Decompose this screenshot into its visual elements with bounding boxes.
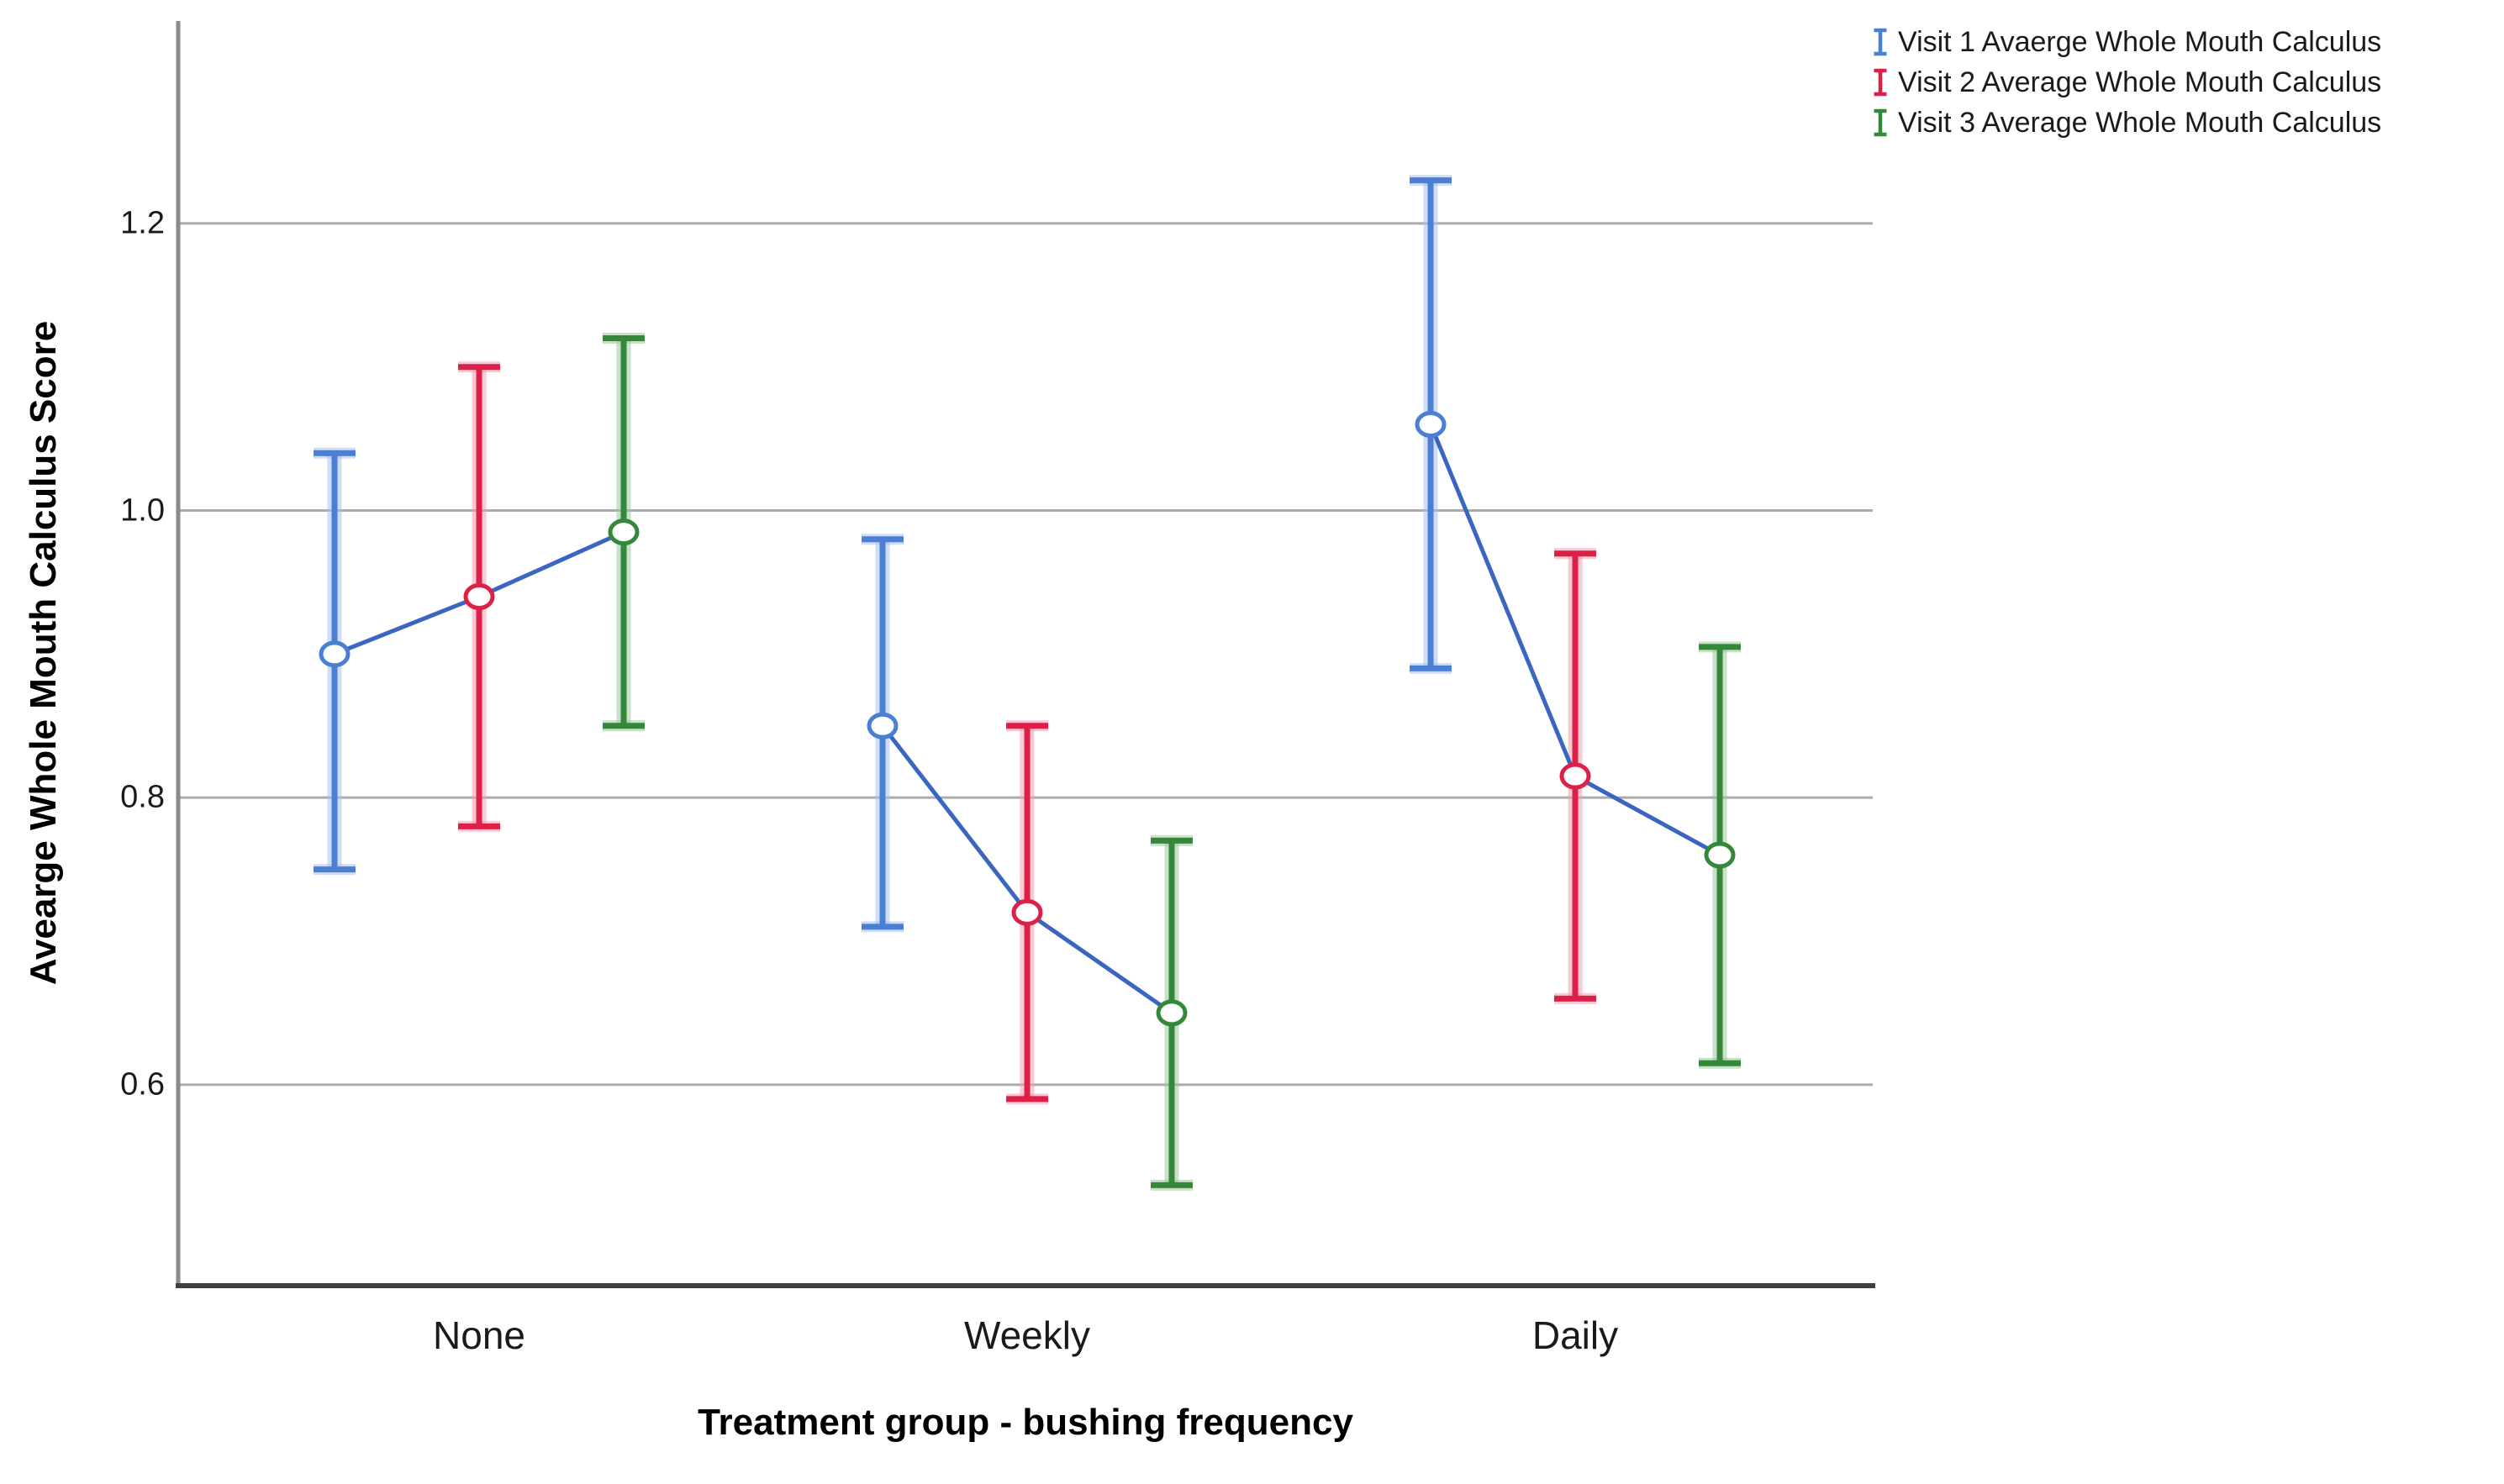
- x-category-label-daily: Daily: [1531, 1313, 1619, 1357]
- y-tick-label-0.6: 0.6: [120, 1066, 165, 1102]
- mean-marker-1-none: [319, 640, 351, 668]
- mean-marker-3-none: [608, 518, 640, 546]
- mean-marker-3-daily: [1704, 841, 1736, 869]
- legend-label: Visit 2 Average Whole Mouth Calculus: [1898, 66, 2382, 98]
- mean-marker-3-weekly: [1156, 999, 1188, 1027]
- legend-item-visit-2: Visit 2 Average Whole Mouth Calculus: [1871, 62, 2381, 103]
- y-tick-label-1.0: 1.0: [120, 492, 165, 529]
- legend-item-visit-1: Visit 1 Avaerge Whole Mouth Calculus: [1871, 22, 2381, 62]
- mean-marker-1-daily: [1415, 411, 1447, 439]
- errorbar-icon: [1874, 28, 1887, 56]
- mean-marker-2-daily: [1559, 762, 1591, 790]
- errorbar-icon: [1874, 108, 1887, 137]
- x-category-label-weekly: Weekly: [964, 1313, 1090, 1357]
- legend-label: Visit 1 Avaerge Whole Mouth Calculus: [1898, 25, 2382, 58]
- y-tick-label-1.2: 1.2: [120, 205, 165, 241]
- legend-item-visit-3: Visit 3 Average Whole Mouth Calculus: [1871, 103, 2381, 143]
- errorbar-icon: [1874, 68, 1887, 97]
- mean-marker-1-weekly: [867, 712, 899, 739]
- mean-marker-2-none: [463, 583, 495, 611]
- y-tick-label-0.8: 0.8: [120, 779, 165, 815]
- legend: Visit 1 Avaerge Whole Mouth Calculus Vis…: [1871, 22, 2381, 143]
- y-axis-title: Avearge Whole Mouth Calculus Score: [23, 320, 64, 986]
- mean-marker-2-weekly: [1011, 898, 1043, 926]
- legend-label: Visit 3 Average Whole Mouth Calculus: [1898, 106, 2382, 139]
- x-axis-title: Treatment group - bushing frequency: [698, 1402, 1353, 1443]
- x-category-label-none: None: [433, 1313, 525, 1357]
